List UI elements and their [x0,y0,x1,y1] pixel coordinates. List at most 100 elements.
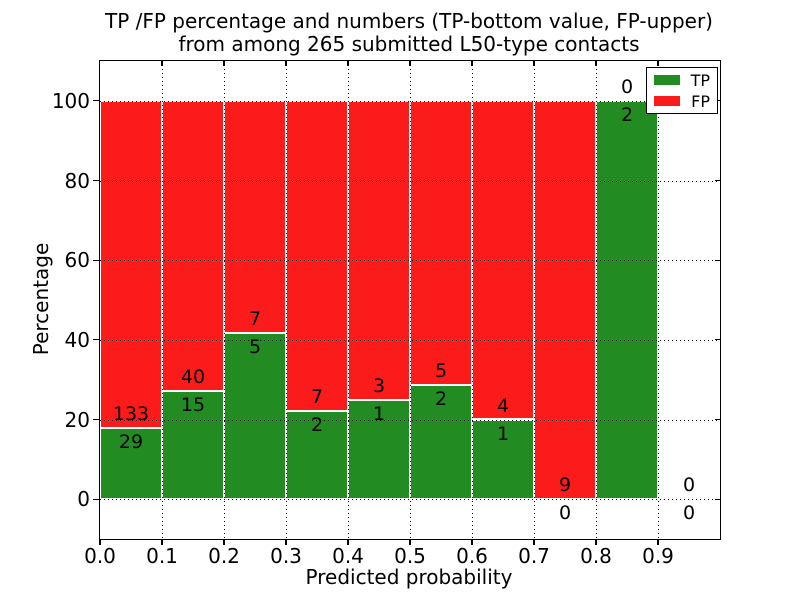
y-tick-mark [93,498,100,500]
bar-count-fp: 3 [372,374,386,397]
y-tick-label: 40 [64,327,90,352]
x-tick-mark [657,539,659,545]
x-tick-label: 0.4 [332,544,364,568]
chart-title-line1: TP /FP percentage and numbers (TP-bottom… [105,9,713,33]
y-tick-mark [93,179,100,182]
bar-fp [162,100,224,391]
bar-count-tp: 2 [620,103,634,126]
bar-fp [286,100,348,411]
x-tick-label: 0.9 [642,544,674,568]
chart-title: TP /FP percentage and numbers (TP-bottom… [99,10,719,56]
bar-fp [348,100,410,400]
x-tick-mark [99,539,101,545]
bar-count-fp: 133 [112,402,150,425]
bar-count-fp: 40 [180,365,206,388]
x-tick-label: 0.8 [580,544,612,568]
y-tick-mark [93,259,100,261]
y-tick-label: 80 [64,168,90,193]
bar-count-fp: 5 [434,360,448,383]
x-tick-mark [409,539,411,545]
bar-count-tp: 2 [310,413,324,436]
x-tick-mark [347,539,349,545]
x-tick-mark [285,539,287,545]
bar-count-fp: 7 [248,308,262,331]
y-tick-mark-right [715,418,720,421]
y-tick-mark-right [715,498,720,500]
y-tick-mark-right [715,259,720,261]
x-tick-mark [223,539,225,545]
bar-count-tp: 1 [372,402,386,425]
y-tick-mark [93,100,100,102]
bar-count-tp: 1 [496,422,510,445]
x-tick-mark-top [657,61,659,66]
bar-tp [286,410,348,500]
x-tick-mark-top [161,61,163,66]
x-tick-mark-top [223,61,225,66]
x-gridline [224,61,225,539]
bar-count-fp: 4 [496,394,510,417]
bar-fp [534,100,596,500]
bar-fp [410,100,472,386]
chart-title-line2: from among 265 submitted L50-type contac… [178,32,640,56]
bar-fp [100,100,162,428]
bar-count-fp: 7 [310,385,324,408]
y-tick-label: 100 [51,88,90,113]
y-tick-mark [93,339,100,341]
y-tick-label: 0 [77,487,90,512]
legend-entry-fp: FP [654,93,710,110]
x-tick-mark-top [409,61,411,66]
bar-count-tp: 0 [558,502,572,525]
x-tick-label: 0.7 [518,544,550,568]
legend-swatch-fp-icon [654,96,680,106]
x-tick-label: 0.0 [84,544,116,568]
x-tick-mark [471,539,473,545]
x-axis-label: Predicted probability [305,565,513,589]
x-gridline [410,61,411,539]
x-tick-mark-top [285,61,287,66]
y-tick-mark [93,418,100,421]
bar-count-fp: 0 [620,75,634,98]
x-tick-label: 0.5 [394,544,426,568]
x-tick-label: 0.3 [270,544,302,568]
bar-count-tp: 15 [180,393,206,416]
bar-count-tp: 2 [434,388,448,411]
y-tick-label: 60 [64,248,90,273]
plot-area: 133 29 40 15 7 5 7 2 3 1 5 2 4 1 9 0 0 2 0 0 0 20 40 60 80 100 0.0… [52,60,721,567]
legend-label-fp: FP [691,91,710,111]
bar-count-tp: 29 [118,430,144,453]
bar-count-fp: 9 [558,474,572,497]
bar-count-tp: 0 [682,502,696,525]
bar-tp [596,100,658,500]
x-gridline [348,61,349,539]
x-tick-mark-top [347,61,349,66]
bar-fp [224,100,286,334]
x-tick-mark [161,539,163,545]
y-tick-mark-right [715,179,720,182]
bar-count-tp: 5 [248,336,262,359]
x-gridline [472,61,473,539]
x-tick-mark-top [471,61,473,66]
x-gridline [286,61,287,539]
legend-entry-tp: TP [654,72,710,89]
x-tick-label: 0.2 [208,544,240,568]
x-tick-label: 0.1 [146,544,178,568]
legend-label-tp: TP [690,70,710,90]
x-tick-mark [595,539,597,545]
y-tick-mark-right [715,339,720,341]
legend: TP FP [646,67,718,114]
bar-count-fp: 0 [682,474,696,497]
y-tick-label: 20 [64,407,90,432]
x-gridline [162,61,163,539]
x-tick-label: 0.6 [456,544,488,568]
x-tick-mark-top [595,61,597,66]
bar-tp [162,390,224,500]
x-gridline [596,61,597,539]
x-gridline [658,61,659,539]
x-tick-mark [533,539,535,545]
x-tick-mark-top [533,61,535,66]
x-gridline [534,61,535,539]
bar-tp [100,427,162,500]
bar-tp [410,385,472,500]
legend-swatch-tp-icon [654,75,680,85]
